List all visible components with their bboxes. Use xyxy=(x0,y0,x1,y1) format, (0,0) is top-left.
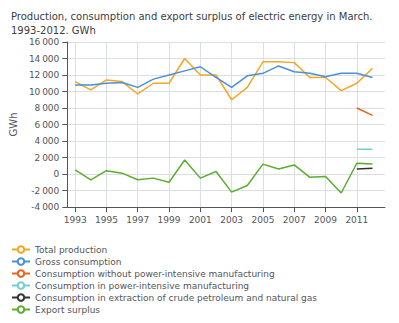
svg-text:2005: 2005 xyxy=(251,215,274,225)
svg-text:10 000: 10 000 xyxy=(29,87,60,97)
svg-text:2 000: 2 000 xyxy=(35,153,60,163)
svg-text:1997: 1997 xyxy=(126,215,149,225)
svg-text:-4 000: -4 000 xyxy=(31,202,59,212)
svg-text:2007: 2007 xyxy=(283,215,306,225)
svg-text:6 000: 6 000 xyxy=(35,120,60,130)
svg-text:14 000: 14 000 xyxy=(29,54,60,64)
svg-text:4 000: 4 000 xyxy=(35,136,60,146)
svg-text:1993-2012. GWh: 1993-2012. GWh xyxy=(11,25,96,36)
svg-text:1993: 1993 xyxy=(64,215,87,225)
svg-text:12 000: 12 000 xyxy=(29,70,60,80)
svg-text:1999: 1999 xyxy=(158,215,181,225)
svg-text:8 000: 8 000 xyxy=(35,103,60,113)
svg-text:Gross consumption: Gross consumption xyxy=(35,257,122,267)
svg-text:16 000: 16 000 xyxy=(29,37,60,47)
svg-text:2009: 2009 xyxy=(314,215,337,225)
svg-text:Production, consumption and ex: Production, consumption and export surpl… xyxy=(11,11,372,22)
svg-text:GWh: GWh xyxy=(8,113,19,137)
svg-text:Total production: Total production xyxy=(34,245,107,255)
svg-text:2011: 2011 xyxy=(345,215,368,225)
svg-text:Consumption without power-inte: Consumption without power-intensive manu… xyxy=(35,269,275,279)
svg-text:2001: 2001 xyxy=(189,215,212,225)
svg-text:1995: 1995 xyxy=(95,215,118,225)
svg-text:Consumption in extraction of c: Consumption in extraction of crude petro… xyxy=(35,293,317,303)
svg-text:-2 000: -2 000 xyxy=(31,186,59,196)
svg-text:0: 0 xyxy=(54,169,60,179)
svg-text:Export surplus: Export surplus xyxy=(35,305,100,315)
svg-text:Consumption in power-intensive: Consumption in power-intensive manufactu… xyxy=(35,281,249,291)
svg-text:2003: 2003 xyxy=(220,215,243,225)
